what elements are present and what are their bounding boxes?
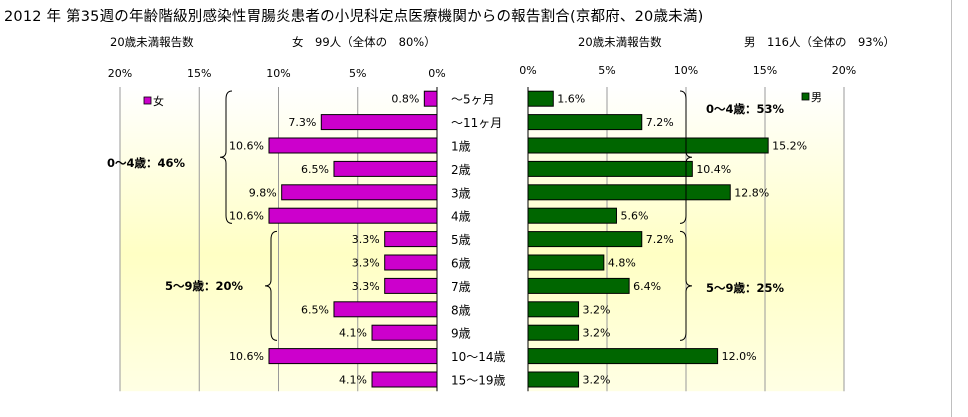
female-5-9-annotation: 5～9歳：20% bbox=[165, 279, 244, 293]
male-value-label: 12.8% bbox=[734, 186, 769, 199]
male-value-label: 3.2% bbox=[583, 303, 611, 316]
male-value-label: 6.4% bbox=[633, 280, 661, 293]
female-value-label: 6.5% bbox=[301, 303, 329, 316]
age-category-label: 5歳 bbox=[451, 233, 471, 247]
female-bar bbox=[371, 324, 438, 341]
male-bar bbox=[527, 324, 580, 341]
female-value-label: 6.5% bbox=[301, 163, 329, 176]
male-bar bbox=[527, 137, 769, 154]
male-value-label: 15.2% bbox=[772, 140, 807, 153]
male-0-4-annotation: 0～4歳：53% bbox=[706, 102, 785, 116]
male-value-label: 5.6% bbox=[620, 210, 648, 223]
male-value-label: 1.6% bbox=[557, 93, 585, 106]
chart-title: 2012 年 第35週の年齢階級別感染性胃腸炎患者の小児科定点医療機関からの報告… bbox=[4, 9, 704, 25]
male-bar bbox=[527, 231, 643, 248]
female-value-label: 3.3% bbox=[352, 257, 380, 270]
age-category-label: 9歳 bbox=[451, 327, 471, 341]
male-tick-label: 0% bbox=[519, 64, 536, 77]
female-bar bbox=[268, 207, 438, 224]
male-legend-swatch bbox=[801, 92, 810, 101]
age-category-label: 7歳 bbox=[451, 280, 471, 294]
age-category-label: 1歳 bbox=[451, 140, 471, 154]
right-header-summary: 男 116人（全体の 93%） bbox=[744, 35, 896, 49]
male-tick-label: 20% bbox=[832, 64, 856, 77]
male-5-9-brace bbox=[679, 230, 693, 341]
female-value-label: 10.6% bbox=[229, 350, 264, 363]
female-legend-label: 女 bbox=[153, 94, 164, 108]
male-bar bbox=[527, 160, 693, 177]
female-value-label: 10.6% bbox=[229, 140, 264, 153]
female-bar bbox=[281, 184, 438, 201]
female-plot: 0% 5% 10% 15% 20% 0.8% 7.3% 10.6% 6.5% 9.8% 10.6% 3… bbox=[108, 67, 446, 392]
left-header-summary: 女 99人（全体の 80%） bbox=[292, 35, 436, 49]
age-category-label: ～11ヶ月 bbox=[451, 116, 502, 130]
age-category-label: 15～19歳 bbox=[451, 374, 506, 388]
age-category-label: 3歳 bbox=[451, 186, 471, 200]
male-tick-label: 5% bbox=[598, 64, 615, 77]
male-bar bbox=[527, 371, 580, 388]
male-value-label: 4.8% bbox=[608, 257, 636, 270]
male-bar bbox=[527, 207, 617, 224]
age-category-label: 2歳 bbox=[451, 163, 471, 177]
female-tick-label: 20% bbox=[108, 67, 132, 80]
age-category-label: ～5ヶ月 bbox=[451, 93, 495, 107]
female-tick-label: 10% bbox=[266, 67, 290, 80]
age-category-label: 8歳 bbox=[451, 303, 471, 317]
female-bar bbox=[320, 114, 438, 131]
male-value-label: 10.4% bbox=[696, 163, 731, 176]
male-tick-label: 10% bbox=[674, 64, 698, 77]
female-value-label: 3.3% bbox=[352, 280, 380, 293]
female-value-label: 4.1% bbox=[339, 374, 367, 387]
female-0-4-annotation: 0～4歳：46% bbox=[107, 156, 186, 170]
female-value-label: 7.3% bbox=[288, 116, 316, 129]
male-bar bbox=[527, 114, 643, 131]
male-5-9-annotation: 5～9歳：25% bbox=[706, 281, 785, 295]
female-bar bbox=[333, 160, 438, 177]
female-bar bbox=[333, 301, 438, 318]
female-0-4-brace bbox=[219, 90, 233, 224]
male-legend-label: 男 bbox=[811, 91, 822, 104]
female-5-9-brace bbox=[264, 230, 278, 341]
age-group-annotations: 0～4歳：46% 5～9歳：20% 0～4歳：53% 5～9歳：25% bbox=[107, 90, 785, 341]
female-bar bbox=[268, 137, 438, 154]
female-tick-label: 0% bbox=[428, 67, 445, 80]
male-bar bbox=[527, 184, 731, 201]
male-bar bbox=[527, 90, 554, 107]
female-tick-label: 5% bbox=[349, 67, 366, 80]
female-tick-label: 15% bbox=[187, 67, 211, 80]
left-header-label: 20歳未満報告数 bbox=[110, 35, 194, 49]
male-bar bbox=[527, 277, 630, 294]
age-category-labels: ～5ヶ月 ～11ヶ月 1歳 2歳 3歳 4歳 5歳 6歳 7歳 8歳 9歳 10～14歳 15～19歳 bbox=[451, 93, 506, 388]
female-bar bbox=[384, 254, 438, 271]
female-bar bbox=[384, 231, 438, 248]
male-tick-label: 15% bbox=[753, 64, 777, 77]
female-bar bbox=[268, 348, 438, 365]
male-bar bbox=[527, 254, 605, 271]
male-bar bbox=[527, 348, 719, 365]
right-header-label: 20歳未満報告数 bbox=[578, 35, 662, 49]
female-value-label: 0.8% bbox=[391, 93, 419, 106]
frame-border bbox=[951, 0, 952, 417]
age-category-label: 10～14歳 bbox=[451, 350, 506, 364]
female-legend-swatch bbox=[143, 96, 152, 105]
female-value-label: 9.8% bbox=[249, 186, 277, 199]
female-bar bbox=[384, 277, 438, 294]
male-value-label: 12.0% bbox=[722, 350, 757, 363]
male-value-label: 3.2% bbox=[583, 327, 611, 340]
male-0-4-brace bbox=[679, 90, 693, 224]
male-value-label: 7.2% bbox=[646, 116, 674, 129]
male-value-label: 7.2% bbox=[646, 233, 674, 246]
female-value-label: 4.1% bbox=[339, 327, 367, 340]
male-plot: 0% 5% 10% 15% 20% 1.6% 7.2% 15.2% 10.4%12.8% 5.6%… bbox=[519, 64, 856, 392]
age-category-label: 4歳 bbox=[451, 210, 471, 224]
male-value-label: 3.2% bbox=[583, 374, 611, 387]
age-category-label: 6歳 bbox=[451, 257, 471, 271]
female-bar bbox=[371, 371, 438, 388]
female-bar bbox=[423, 90, 438, 107]
female-value-label: 10.6% bbox=[229, 210, 264, 223]
male-bar bbox=[527, 301, 580, 318]
female-value-label: 3.3% bbox=[352, 233, 380, 246]
